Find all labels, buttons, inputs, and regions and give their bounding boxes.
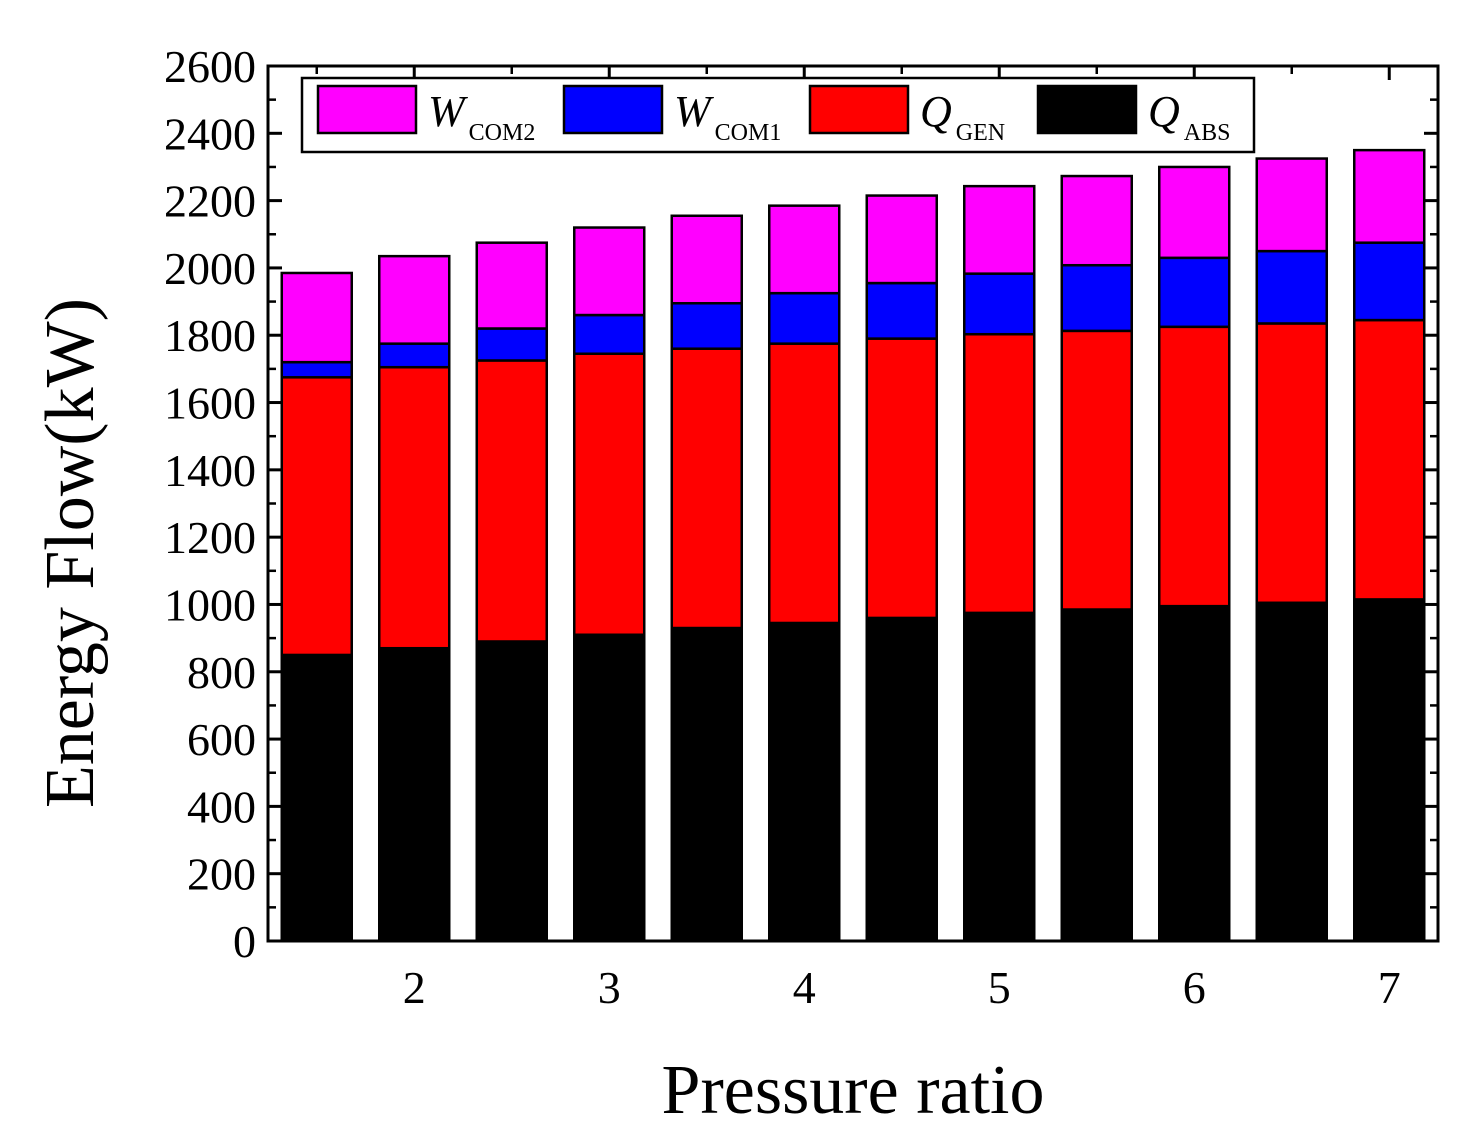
- y-tick-label: 2200: [164, 176, 256, 227]
- bar-q-abs-10: [1255, 601, 1328, 943]
- bar-q-gen-8: [1060, 329, 1133, 611]
- y-tick-label: 600: [187, 714, 256, 765]
- legend-label-w-com1: W COM1: [674, 87, 781, 146]
- y-tick-label: 2400: [164, 108, 256, 159]
- bar-q-abs-3: [573, 633, 646, 943]
- y-tick-label: 2000: [164, 243, 256, 294]
- bar-w-com2-6: [865, 194, 938, 285]
- x-tick-label: 4: [793, 962, 816, 1013]
- bar-w-com1-1: [378, 342, 451, 369]
- bar-w-com1-3: [573, 313, 646, 355]
- bar-q-abs-5: [768, 621, 841, 943]
- bar-w-com1-9: [1158, 256, 1231, 329]
- bar-q-abs-9: [1158, 604, 1231, 943]
- bar-q-abs-1: [378, 646, 451, 943]
- bar-q-gen-1: [378, 365, 451, 650]
- bar-q-gen-7: [963, 332, 1036, 615]
- y-tick-label: 200: [187, 849, 256, 900]
- legend-swatch-q-gen: [808, 84, 910, 135]
- bar-w-com2-2: [475, 241, 548, 330]
- x-tick-label: 3: [598, 962, 621, 1013]
- bar-w-com1-4: [670, 302, 743, 350]
- bar-w-com1-2: [475, 327, 548, 362]
- y-tick-label: 1000: [164, 579, 256, 630]
- bar-q-abs-7: [963, 611, 1036, 943]
- bar-w-com1-11: [1353, 241, 1426, 322]
- y-tick-label: 1600: [164, 378, 256, 429]
- bar-w-com1-0: [280, 360, 353, 379]
- legend-label-w-com2: W COM2: [428, 87, 535, 146]
- y-axis-title: Energy Flow(kW): [32, 298, 109, 808]
- plot-frame: [266, 64, 1440, 943]
- bar-w-com2-0: [280, 271, 353, 364]
- bar-q-gen-11: [1353, 318, 1426, 601]
- bar-w-com1-8: [1060, 263, 1133, 333]
- bar-q-gen-4: [670, 347, 743, 630]
- bar-q-abs-2: [475, 640, 548, 943]
- bar-w-com2-7: [963, 184, 1036, 275]
- legend-label-q-gen: Q GEN: [920, 87, 1005, 146]
- x-tick-label: 5: [988, 962, 1011, 1013]
- bar-w-com2-3: [573, 226, 646, 317]
- bar-w-com2-11: [1353, 148, 1426, 244]
- legend-swatch-q-abs: [1036, 84, 1138, 135]
- bar-q-gen-2: [475, 359, 548, 643]
- bar-q-gen-0: [280, 376, 353, 657]
- bar-q-gen-5: [768, 342, 841, 625]
- bar-q-abs-0: [280, 653, 353, 943]
- bar-w-com2-8: [1060, 174, 1133, 267]
- y-tick-label: 1800: [164, 310, 256, 361]
- bar-q-gen-3: [573, 352, 646, 636]
- bar-q-gen-10: [1255, 322, 1328, 605]
- bar-w-com2-10: [1255, 157, 1328, 253]
- y-tick-label: 0: [233, 916, 256, 967]
- bar-w-com1-6: [865, 281, 938, 340]
- legend-swatch-w-com2: [316, 84, 418, 135]
- bar-q-abs-8: [1060, 608, 1133, 943]
- bar-w-com2-9: [1158, 165, 1231, 260]
- bar-w-com1-7: [963, 272, 1036, 336]
- legend: W COM2 W COM1 Q GEN Q ABS: [300, 76, 1256, 154]
- y-tick-label: 1200: [164, 512, 256, 563]
- x-axis-title: Pressure ratio: [662, 1052, 1045, 1129]
- bar-q-abs-6: [865, 616, 938, 943]
- bar-w-com2-1: [378, 254, 451, 345]
- y-tick-label: 1400: [164, 445, 256, 496]
- bar-w-com1-10: [1255, 249, 1328, 325]
- bar-w-com2-4: [670, 214, 743, 305]
- bar-q-gen-6: [865, 337, 938, 620]
- bar-w-com2-5: [768, 204, 841, 295]
- y-tick-label: 800: [187, 647, 256, 698]
- legend-label-q-abs: Q ABS: [1148, 87, 1230, 146]
- bar-q-abs-11: [1353, 598, 1426, 943]
- y-tick-label: 400: [187, 781, 256, 832]
- ticks-layer: 0 200 400 600 800 1000 1200 1400 1600 1800 2000 220…: [164, 41, 1438, 1013]
- x-tick-label: 2: [403, 962, 426, 1013]
- bar-w-com1-5: [768, 291, 841, 345]
- legend-swatch-w-com1: [562, 84, 664, 135]
- x-tick-label: 7: [1378, 962, 1401, 1013]
- bar-q-gen-9: [1158, 325, 1231, 608]
- y-tick-label: 2600: [164, 41, 256, 92]
- bar-q-abs-4: [670, 626, 743, 943]
- x-tick-label: 6: [1183, 962, 1206, 1013]
